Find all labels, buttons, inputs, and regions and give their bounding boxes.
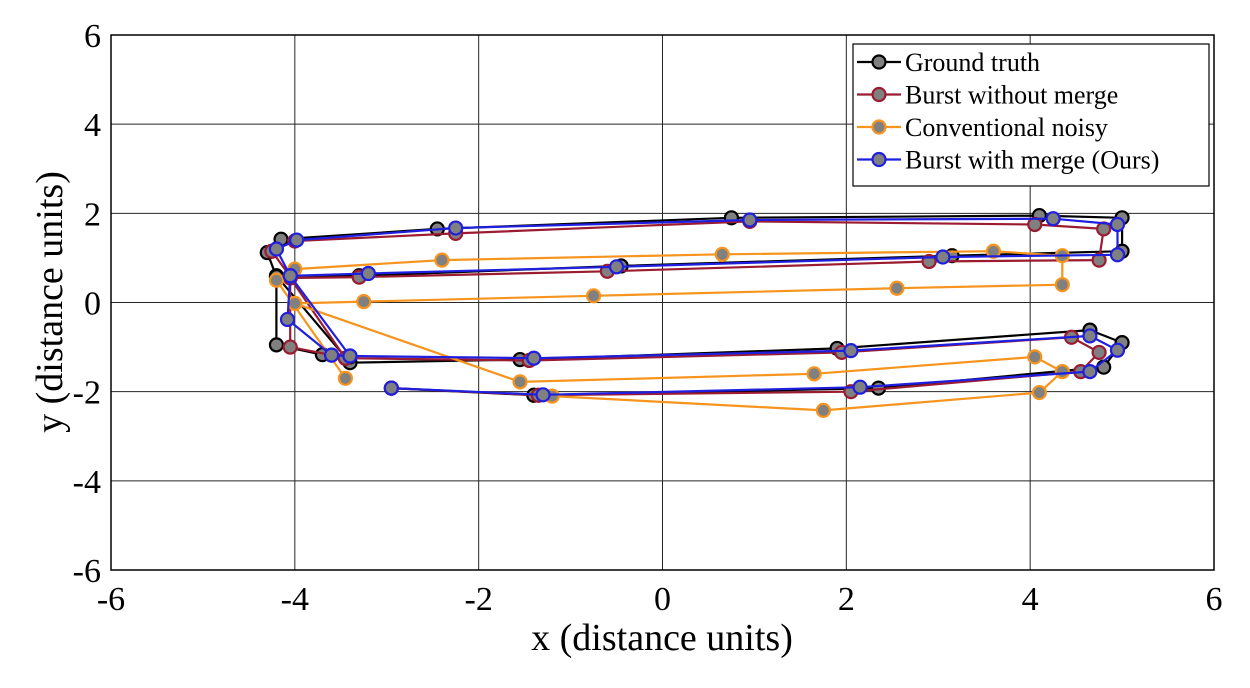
y-tick-label-5: 4 bbox=[84, 107, 101, 144]
series-3-point-21 bbox=[279, 311, 296, 328]
series-0-point-21 bbox=[268, 337, 285, 353]
series-3-point-0 bbox=[383, 380, 399, 396]
series-3-point-4 bbox=[1109, 342, 1126, 358]
series-2-point-6 bbox=[512, 374, 528, 390]
x-axis-label: x (distance units) bbox=[531, 617, 793, 659]
series-3 bbox=[268, 211, 1126, 403]
series-2-point-10 bbox=[889, 280, 905, 296]
series-3-point-20 bbox=[282, 268, 298, 284]
x-tick-label-0: -6 bbox=[97, 581, 125, 618]
series-2-point-4 bbox=[1027, 349, 1043, 365]
legend-marker-0 bbox=[871, 54, 887, 70]
series-3-point-6 bbox=[843, 343, 859, 359]
tick-labels: -6 -4 -2 0 2 4 6 -6 -4 -2 0 2 4 6 bbox=[73, 18, 1223, 618]
series-2-point-3 bbox=[1054, 364, 1070, 380]
series-3-point-5 bbox=[1082, 328, 1098, 344]
series-2-point-1 bbox=[815, 402, 831, 418]
y-axis-label: y (distance units) bbox=[29, 171, 71, 433]
legend: Ground truth Burst without merge Conventio… bbox=[852, 43, 1210, 187]
series-3-point-19 bbox=[268, 241, 285, 257]
series-3-point-10 bbox=[360, 265, 376, 282]
legend-box bbox=[852, 43, 1210, 187]
legend-label-1: Burst without merge bbox=[905, 81, 1118, 110]
series-3-point-16 bbox=[742, 212, 758, 228]
series-2-point-15 bbox=[434, 252, 450, 268]
x-tick-label-2: -2 bbox=[465, 581, 493, 618]
legend-marker-1 bbox=[871, 86, 887, 103]
plot-frame bbox=[110, 34, 1215, 571]
series-2-point-11 bbox=[1054, 277, 1070, 293]
series-3-point-1 bbox=[535, 387, 551, 403]
series-2-point-17 bbox=[268, 272, 285, 288]
series-2-point-14 bbox=[714, 246, 730, 262]
legend-label-0: Ground truth bbox=[905, 48, 1040, 77]
x-tick-label-5: 4 bbox=[1022, 581, 1039, 618]
series-2-point-2 bbox=[1031, 384, 1047, 401]
series-3-point-14 bbox=[1109, 216, 1126, 233]
legend-label-3: Burst with merge (Ours) bbox=[905, 146, 1159, 175]
series-3-point-23 bbox=[342, 348, 358, 364]
y-tick-label-6: 6 bbox=[84, 18, 101, 55]
series-0-point-3 bbox=[1096, 359, 1112, 375]
x-tick-label-1: -4 bbox=[281, 581, 309, 618]
series-1-point-4 bbox=[1091, 344, 1107, 361]
series-3-point-13 bbox=[1109, 247, 1126, 263]
series-1-point-15 bbox=[1027, 216, 1043, 233]
series-3-point-3 bbox=[1082, 364, 1098, 380]
series-3-point-18 bbox=[289, 232, 305, 248]
x-tick-label-6: 6 bbox=[1206, 581, 1223, 618]
x-tick-label-3: 0 bbox=[654, 581, 671, 618]
y-tick-label-3: 0 bbox=[84, 286, 101, 323]
series-3-point-17 bbox=[448, 220, 464, 236]
series-2-point-5 bbox=[806, 366, 822, 382]
series-3-point-12 bbox=[935, 249, 951, 265]
series-3-point-2 bbox=[852, 379, 868, 395]
series-1-point-21 bbox=[282, 339, 298, 355]
series-2-point-8 bbox=[356, 294, 372, 310]
series-layer bbox=[259, 207, 1130, 418]
y-tick-label-4: 2 bbox=[84, 196, 101, 233]
series-2-point-9 bbox=[585, 288, 602, 304]
series-3-point-15 bbox=[1045, 211, 1061, 227]
x-tick-label-4: 2 bbox=[838, 581, 855, 618]
series-2-point-13 bbox=[985, 243, 1002, 259]
series-1-point-13 bbox=[1091, 252, 1107, 268]
series-2-point-7 bbox=[287, 295, 303, 311]
y-tick-label-1: -4 bbox=[73, 464, 101, 501]
y-tick-label-0: -6 bbox=[73, 553, 101, 590]
series-3-point-7 bbox=[526, 350, 542, 366]
legend-marker-2 bbox=[871, 119, 887, 135]
series-2-point-18 bbox=[337, 370, 353, 386]
legend-label-2: Conventional noisy bbox=[905, 113, 1108, 142]
y-tick-label-2: -2 bbox=[73, 375, 101, 412]
legend-marker-3 bbox=[871, 151, 887, 168]
series-3-point-11 bbox=[608, 259, 625, 275]
series-3-point-22 bbox=[324, 347, 340, 363]
